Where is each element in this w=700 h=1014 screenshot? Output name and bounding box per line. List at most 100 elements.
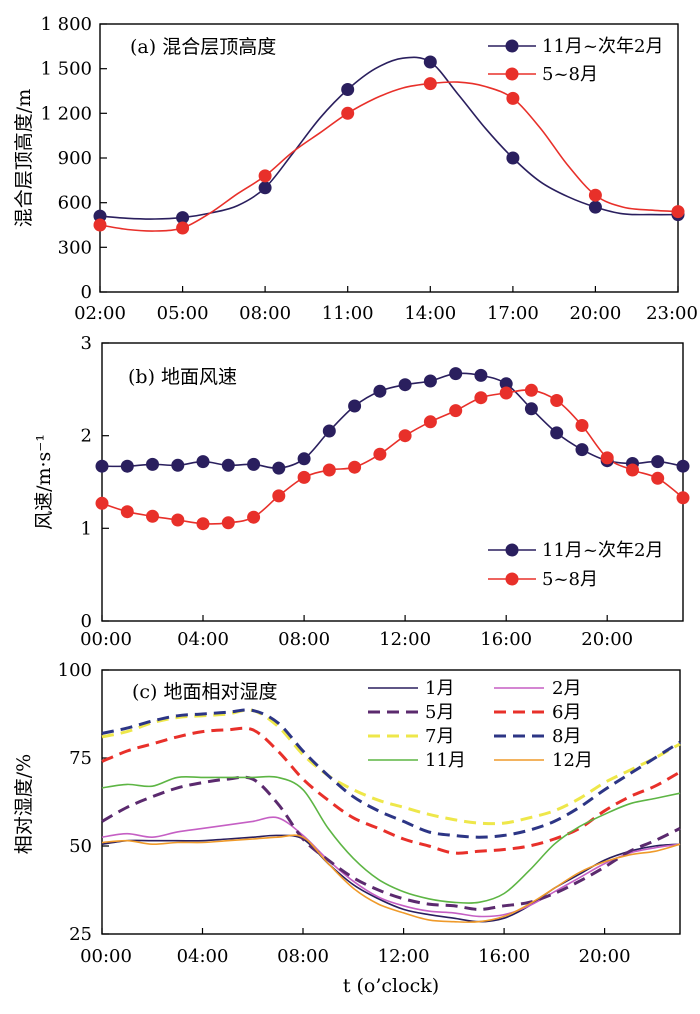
data-point-b-0-6	[247, 457, 261, 471]
x-tick-label-a-2: 08:00	[239, 303, 291, 324]
legend-c: 1月 2月 5月 6月 7月 8月 11月 12月	[368, 678, 593, 771]
y-tick-label-b-1: 1	[81, 518, 92, 539]
data-point-b-0-23	[676, 459, 690, 473]
series-line-a-0	[99, 56, 679, 220]
series-line-c-1	[101, 816, 681, 918]
data-point-a-0-2	[258, 181, 272, 195]
legend-label-c-0: 1月	[425, 678, 454, 699]
series-line-c-6	[101, 775, 681, 904]
x-tick-label-b-5: 20:00	[581, 629, 633, 650]
series-group-b	[95, 367, 690, 531]
data-point-b-0-14	[449, 367, 463, 381]
y-tick-label-c-3: 100	[58, 660, 92, 681]
data-point-a-1-6	[588, 188, 602, 202]
data-point-b-1-5	[221, 516, 235, 530]
data-point-b-0-11	[373, 384, 387, 398]
x-axis-title-c: t (o’clock)	[343, 975, 439, 997]
panel-c: 25 50 75 100 相对湿度/% 00:00 04:00 08:00 12…	[13, 660, 681, 997]
x-tick-label-c-0: 00:00	[80, 946, 132, 967]
y-tick-label-a-3: 900	[58, 148, 92, 169]
data-point-b-1-18	[550, 394, 564, 407]
data-point-b-0-19	[575, 443, 589, 457]
x-tick-label-a-7: 23:00	[646, 303, 698, 324]
data-point-b-1-4	[196, 517, 210, 531]
series-line-c-0	[101, 834, 681, 923]
series-line-c-2	[101, 775, 681, 911]
data-point-a-1-2	[258, 169, 272, 183]
series-group-c	[101, 708, 681, 923]
data-point-b-0-10	[348, 399, 362, 413]
y-axis-title-a: 混合层顶高度/m	[13, 89, 35, 227]
x-axis-c: 00:00 04:00 08:00 12:00 16:00 20:00 t (o…	[80, 928, 631, 997]
data-point-b-0-22	[651, 455, 665, 469]
x-tick-label-b-2: 08:00	[278, 629, 330, 650]
legend-label-b-1: 5~8月	[542, 569, 598, 590]
series-group-a	[93, 55, 685, 235]
y-axis-title-b: 风速/m·s⁻¹	[33, 434, 55, 530]
x-tick-label-c-4: 16:00	[478, 946, 530, 967]
legend-marker-b-0	[505, 543, 519, 557]
legend-label-c-7: 12月	[552, 750, 593, 771]
data-point-b-1-9	[322, 463, 336, 477]
panel-b: 0 1 2 3 风速/m·s⁻¹ 00:00 04:00 08:00 12:00…	[33, 333, 690, 650]
data-point-a-0-1	[176, 211, 190, 225]
x-tick-label-a-0: 02:00	[74, 303, 126, 324]
data-point-b-0-4	[196, 455, 210, 469]
y-tick-label-c-1: 50	[69, 836, 92, 857]
plot-area-c	[101, 669, 681, 935]
data-point-a-0-5	[506, 151, 520, 165]
data-point-a-1-3	[341, 106, 355, 120]
data-point-b-0-16	[499, 377, 513, 391]
data-point-b-0-13	[423, 374, 437, 388]
legend-label-c-6: 11月	[425, 750, 466, 771]
data-point-b-1-6	[247, 510, 261, 524]
data-point-b-1-8	[297, 470, 311, 484]
x-tick-label-b-0: 00:00	[80, 629, 132, 650]
x-tick-label-a-6: 20:00	[569, 303, 621, 324]
y-axis-title-c: 相对湿度/%	[13, 754, 35, 854]
x-tick-label-c-1: 04:00	[177, 946, 229, 967]
data-point-b-0-18	[550, 426, 564, 440]
data-point-b-1-3	[171, 513, 185, 527]
x-tick-label-c-3: 12:00	[378, 946, 430, 967]
y-tick-label-a-0: 0	[81, 282, 92, 303]
legend-marker-a-0	[505, 39, 519, 53]
x-tick-label-b-4: 16:00	[480, 629, 532, 650]
data-point-a-0-6	[588, 200, 602, 214]
panel-title-b: (b) 地面风速	[128, 366, 237, 388]
y-tick-label-a-4: 1 200	[40, 103, 92, 124]
x-tick-label-c-5: 20:00	[579, 946, 631, 967]
legend-label-c-4: 7月	[425, 726, 454, 747]
data-point-b-0-5	[221, 458, 235, 472]
data-point-a-1-4	[423, 77, 437, 91]
y-tick-label-a-1: 300	[58, 237, 92, 258]
y-tick-label-a-2: 600	[58, 193, 92, 214]
x-tick-label-a-5: 17:00	[487, 303, 539, 324]
y-axis-b: 0 1 2 3 风速/m·s⁻¹	[33, 333, 109, 632]
data-point-a-0-3	[341, 83, 355, 96]
y-tick-label-a-6: 1 800	[40, 14, 92, 35]
data-point-a-0-4	[423, 55, 437, 69]
data-point-a-1-7	[671, 205, 685, 219]
plot-area-b	[101, 342, 684, 622]
data-point-b-1-7	[272, 489, 286, 503]
data-point-b-1-14	[449, 404, 463, 418]
panel-a: 0 300 600 900 1 200 1 500 1 800 混合层顶高度/m…	[13, 14, 698, 324]
legend-marker-b-1	[505, 572, 519, 586]
legend-label-c-2: 5月	[425, 702, 454, 723]
data-point-b-1-0	[95, 496, 109, 510]
data-point-b-0-15	[474, 368, 488, 382]
data-point-b-1-11	[373, 447, 387, 461]
data-point-b-1-15	[474, 391, 488, 405]
legend-a: 11月~次年2月 5~8月	[488, 36, 663, 85]
data-point-b-1-1	[120, 505, 134, 519]
y-tick-label-c-0: 25	[69, 924, 92, 945]
panel-title-c: (c) 地面相对湿度	[132, 681, 278, 703]
legend-marker-a-1	[505, 67, 519, 81]
data-point-b-0-7	[272, 461, 286, 475]
data-point-b-0-9	[322, 424, 336, 438]
x-tick-label-b-3: 12:00	[379, 629, 431, 650]
y-tick-label-a-5: 1 500	[40, 59, 92, 80]
series-line-c-7	[101, 834, 681, 923]
y-tick-label-c-2: 75	[69, 748, 92, 769]
